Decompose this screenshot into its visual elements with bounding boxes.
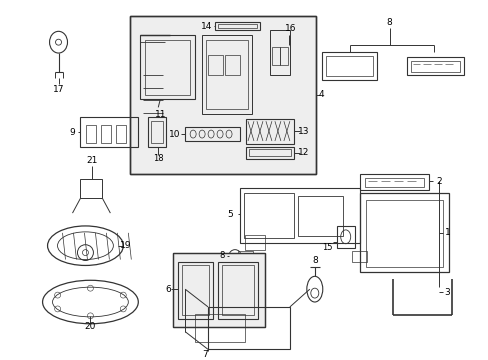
Bar xyxy=(222,265,253,315)
Text: 9: 9 xyxy=(69,127,75,136)
Bar xyxy=(406,57,464,75)
Text: 8: 8 xyxy=(219,251,224,260)
Bar xyxy=(325,56,372,76)
Bar xyxy=(410,61,459,72)
Bar xyxy=(173,253,264,327)
Bar xyxy=(240,188,359,243)
Bar xyxy=(364,177,424,188)
Text: 21: 21 xyxy=(86,156,98,165)
Bar xyxy=(238,251,252,262)
Bar xyxy=(321,52,376,80)
Bar xyxy=(81,117,138,147)
Bar xyxy=(148,117,166,147)
Text: 15: 15 xyxy=(322,243,332,252)
Bar xyxy=(116,125,126,143)
Bar xyxy=(101,125,111,143)
Bar xyxy=(245,147,293,159)
Text: 11: 11 xyxy=(154,110,165,119)
Bar xyxy=(269,30,289,75)
Bar xyxy=(244,235,264,249)
Text: 6: 6 xyxy=(165,285,171,294)
Bar xyxy=(279,47,287,65)
Bar xyxy=(208,55,223,75)
Bar xyxy=(297,196,342,236)
Bar xyxy=(140,35,195,99)
Bar xyxy=(218,261,258,319)
Bar xyxy=(215,22,260,30)
Bar xyxy=(151,121,163,143)
Bar xyxy=(185,127,240,141)
Bar xyxy=(244,193,293,238)
Text: 16: 16 xyxy=(285,24,296,33)
Bar xyxy=(182,265,209,315)
Text: 7: 7 xyxy=(202,350,207,359)
Text: 5: 5 xyxy=(227,210,232,219)
Bar xyxy=(145,40,190,95)
Text: 8: 8 xyxy=(386,18,392,27)
Bar xyxy=(271,47,279,65)
Text: 18: 18 xyxy=(153,154,163,163)
Text: 2: 2 xyxy=(436,177,441,186)
Bar xyxy=(218,24,256,28)
Text: 13: 13 xyxy=(298,127,309,136)
Bar xyxy=(224,55,240,75)
Text: 1: 1 xyxy=(444,228,449,237)
Text: 17: 17 xyxy=(53,85,64,94)
Bar xyxy=(130,15,315,174)
Bar xyxy=(81,179,102,198)
Text: 20: 20 xyxy=(84,322,96,331)
Bar xyxy=(336,226,354,248)
Bar xyxy=(208,307,289,350)
Bar xyxy=(86,125,96,143)
Bar xyxy=(130,15,315,174)
Bar xyxy=(351,251,366,262)
Bar xyxy=(173,253,264,327)
Bar xyxy=(248,149,290,156)
Bar xyxy=(359,193,448,273)
Text: 4: 4 xyxy=(318,90,324,99)
Bar xyxy=(359,174,428,190)
Bar xyxy=(178,261,213,319)
Text: 14: 14 xyxy=(201,22,212,31)
Bar xyxy=(365,200,443,267)
Text: 10: 10 xyxy=(169,130,181,139)
Bar xyxy=(195,314,244,342)
Bar xyxy=(205,40,247,109)
Text: 19: 19 xyxy=(120,241,131,250)
Text: 8: 8 xyxy=(311,256,317,265)
Text: 3: 3 xyxy=(444,288,449,297)
Text: 12: 12 xyxy=(298,148,309,157)
Bar xyxy=(202,35,251,114)
Bar xyxy=(245,119,293,144)
